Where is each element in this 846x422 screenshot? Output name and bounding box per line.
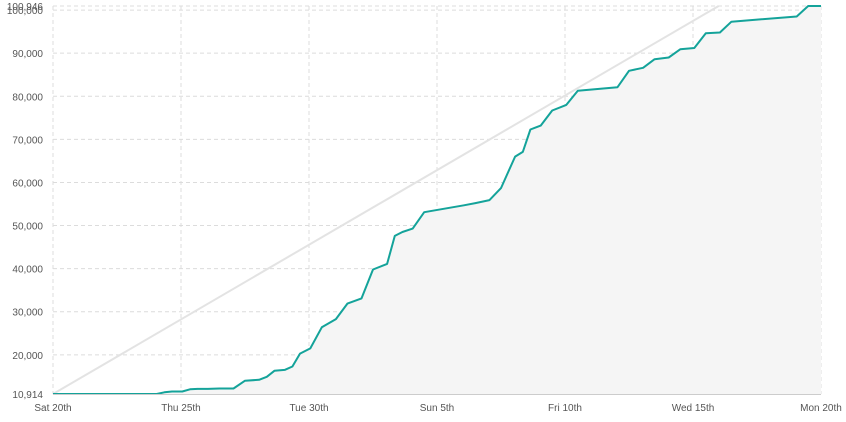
x-tick-label: Wed 15th — [672, 403, 715, 414]
x-tick-label: Sat 20th — [34, 403, 71, 414]
y-tick-label: 70,000 — [12, 135, 43, 146]
y-tick-label: 50,000 — [12, 222, 43, 233]
x-tick-label: Tue 30th — [289, 403, 328, 414]
y-axis: 10,914 20,000 30,000 40,000 50,000 60,000 70,0… — [7, 2, 44, 401]
y-tick-label: 100,946 — [7, 2, 44, 13]
progress-area — [53, 6, 821, 394]
y-tick-label: 40,000 — [12, 265, 43, 276]
x-tick-label: Fri 10th — [548, 403, 582, 414]
x-tick-label: Mon 20th — [800, 403, 842, 414]
y-tick-label: 80,000 — [12, 92, 43, 103]
y-tick-label: 60,000 — [12, 178, 43, 189]
x-tick-label: Sun 5th — [420, 403, 454, 414]
ideal-trend-line — [52, 5, 720, 395]
y-tick-label: 10,914 — [12, 390, 43, 401]
progress-line — [53, 5, 821, 395]
x-axis: Sat 20th Thu 25th Tue 30th Sun 5th Fri 10th W… — [34, 403, 841, 414]
y-tick-label: 20,000 — [12, 351, 43, 362]
y-tick-label: 100,000 — [7, 6, 44, 17]
x-tick-label: Thu 25th — [161, 403, 200, 414]
y-tick-label: 90,000 — [12, 49, 43, 60]
y-tick-label: 30,000 — [12, 308, 43, 319]
